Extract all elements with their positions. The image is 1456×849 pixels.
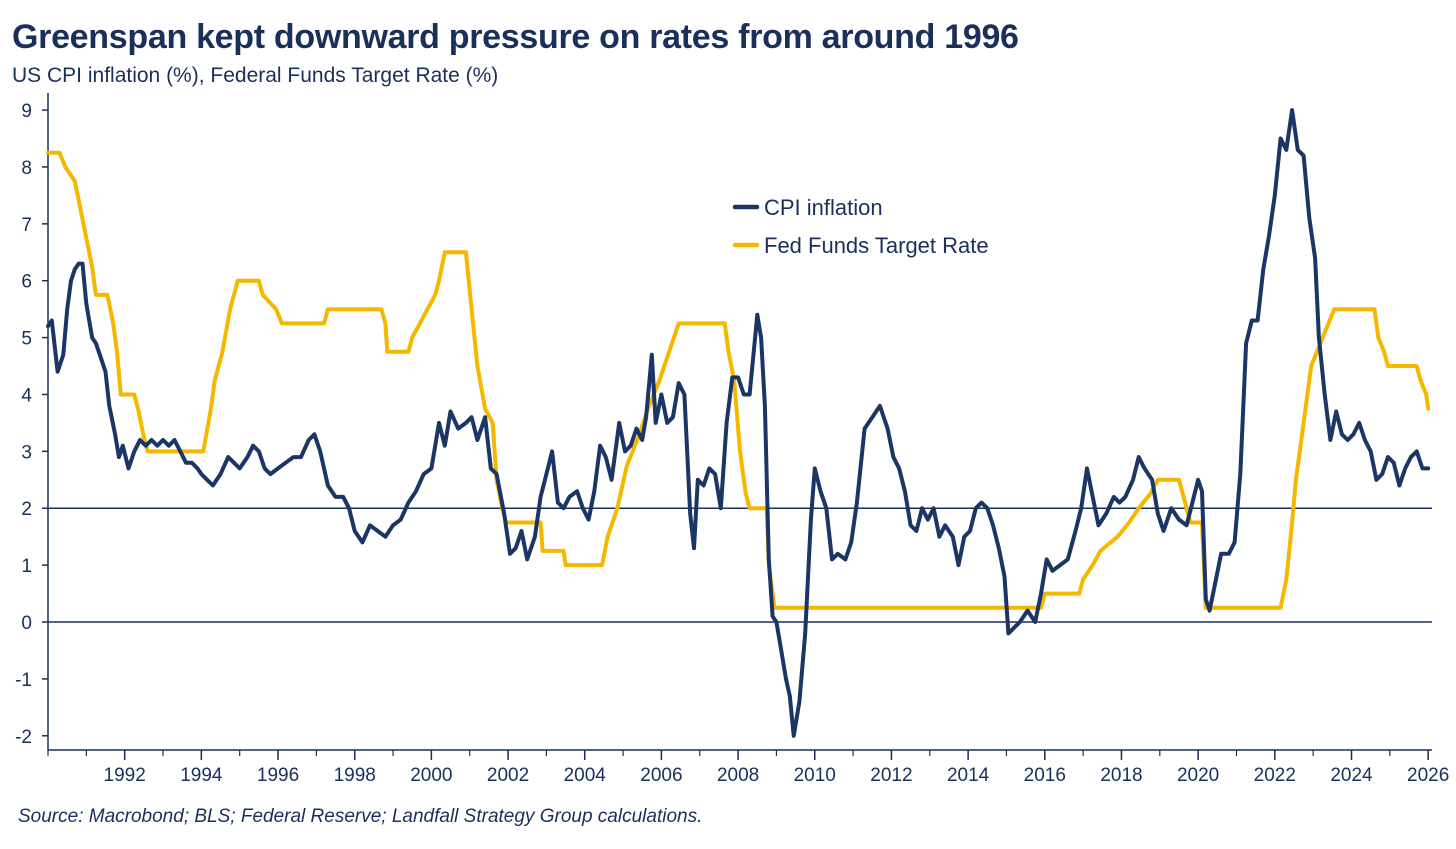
legend-label: Fed Funds Target Rate [764, 233, 989, 258]
x-tick-label: 2020 [1177, 765, 1219, 786]
y-tick-label: 8 [21, 158, 32, 179]
x-tick-label: 2012 [870, 765, 912, 786]
reference-lines [48, 507, 1432, 623]
chart-subtitle: US CPI inflation (%), Federal Funds Targ… [12, 64, 499, 87]
series-line-cpi-inflation [46, 108, 1431, 738]
y-tick-label: 5 [21, 329, 32, 350]
x-tick-label: 2016 [1024, 765, 1066, 786]
axes: -2 -1 0 1 2 3 4 5 6 7 8 9 1992 1994 1996 1998 2000 2002 20… [15, 93, 1449, 786]
y-tick-label: 9 [21, 101, 32, 122]
x-tick-label: 1996 [257, 765, 299, 786]
y-tick-label: 0 [21, 613, 32, 634]
x-tick-label: 1998 [334, 765, 376, 786]
y-tick-label: 6 [21, 272, 32, 293]
legend: CPI inflation Fed Funds Target Rate [732, 195, 989, 258]
legend-label: CPI inflation [764, 195, 883, 220]
x-tick-label: 2002 [487, 765, 529, 786]
series-line-fed-funds-target-rate [46, 150, 1431, 610]
x-tick-label: 1992 [104, 765, 146, 786]
x-tick-label: 2010 [794, 765, 836, 786]
chart-title: Greenspan kept downward pressure on rate… [12, 18, 1019, 56]
x-tick-label: 2008 [717, 765, 759, 786]
y-tick-label: 2 [21, 499, 32, 520]
y-tick-label: 7 [21, 215, 32, 236]
x-tick-label: 2004 [564, 765, 607, 786]
y-tick-label: 1 [21, 556, 32, 577]
y-tick-label: 4 [21, 385, 32, 406]
chart-source-note: Source: Macrobond; BLS; Federal Reserve;… [18, 806, 703, 827]
y-tick-label: -2 [15, 727, 32, 748]
x-tick-label: 2018 [1100, 765, 1142, 786]
x-tick-label: 2026 [1407, 765, 1449, 786]
x-tick-label: 2006 [640, 765, 682, 786]
series-layer [46, 108, 1431, 738]
x-tick-label: 2022 [1254, 765, 1296, 786]
x-tick-label: 2000 [410, 765, 452, 786]
x-tick-label: 2014 [947, 765, 990, 786]
y-tick-label: 3 [21, 442, 32, 463]
y-tick-label: -1 [15, 670, 32, 691]
x-tick-label: 2024 [1330, 765, 1373, 786]
x-tick-label: 1994 [180, 765, 223, 786]
